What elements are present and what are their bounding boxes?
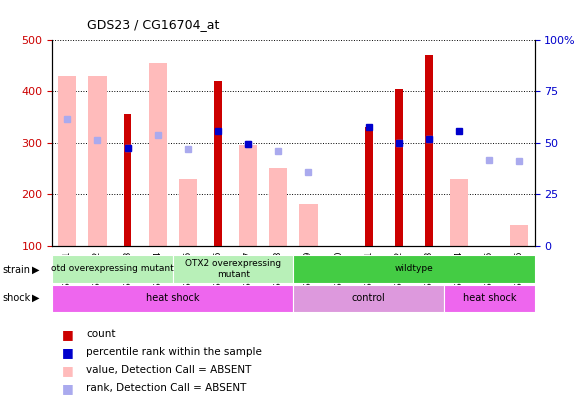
Bar bbox=[425, 55, 433, 246]
Text: shock: shock bbox=[3, 293, 31, 303]
Bar bbox=[299, 204, 317, 246]
Bar bbox=[149, 63, 167, 246]
Text: ■: ■ bbox=[62, 328, 74, 341]
Bar bbox=[395, 88, 403, 246]
Text: count: count bbox=[86, 329, 116, 339]
Text: ■: ■ bbox=[62, 364, 74, 377]
Text: OTX2 overexpressing
mutant: OTX2 overexpressing mutant bbox=[185, 259, 281, 278]
Bar bbox=[444, 285, 535, 312]
Text: control: control bbox=[352, 293, 386, 303]
Bar bbox=[239, 145, 257, 246]
Bar bbox=[52, 285, 293, 312]
Text: otd overexpressing mutant: otd overexpressing mutant bbox=[51, 265, 174, 273]
Bar bbox=[293, 255, 535, 283]
Bar bbox=[214, 81, 222, 246]
Bar bbox=[58, 76, 77, 246]
Text: ▶: ▶ bbox=[32, 293, 40, 303]
Text: value, Detection Call = ABSENT: value, Detection Call = ABSENT bbox=[86, 366, 252, 375]
Text: heat shock: heat shock bbox=[146, 293, 200, 303]
Bar bbox=[124, 114, 131, 246]
Text: ■: ■ bbox=[62, 382, 74, 395]
Bar bbox=[365, 127, 372, 246]
Text: wildtype: wildtype bbox=[394, 265, 433, 273]
Text: ■: ■ bbox=[62, 346, 74, 359]
Text: strain: strain bbox=[3, 265, 31, 275]
Bar bbox=[293, 285, 444, 312]
Text: rank, Detection Call = ABSENT: rank, Detection Call = ABSENT bbox=[86, 383, 246, 394]
Bar bbox=[450, 179, 468, 246]
Bar bbox=[270, 168, 288, 246]
Bar bbox=[52, 255, 173, 283]
Bar bbox=[88, 76, 106, 246]
Text: percentile rank within the sample: percentile rank within the sample bbox=[86, 347, 262, 357]
Bar bbox=[510, 225, 529, 246]
Bar bbox=[179, 179, 197, 246]
Text: ▶: ▶ bbox=[32, 265, 40, 275]
Text: heat shock: heat shock bbox=[462, 293, 516, 303]
Bar bbox=[173, 255, 293, 283]
Text: GDS23 / CG16704_at: GDS23 / CG16704_at bbox=[87, 18, 220, 31]
